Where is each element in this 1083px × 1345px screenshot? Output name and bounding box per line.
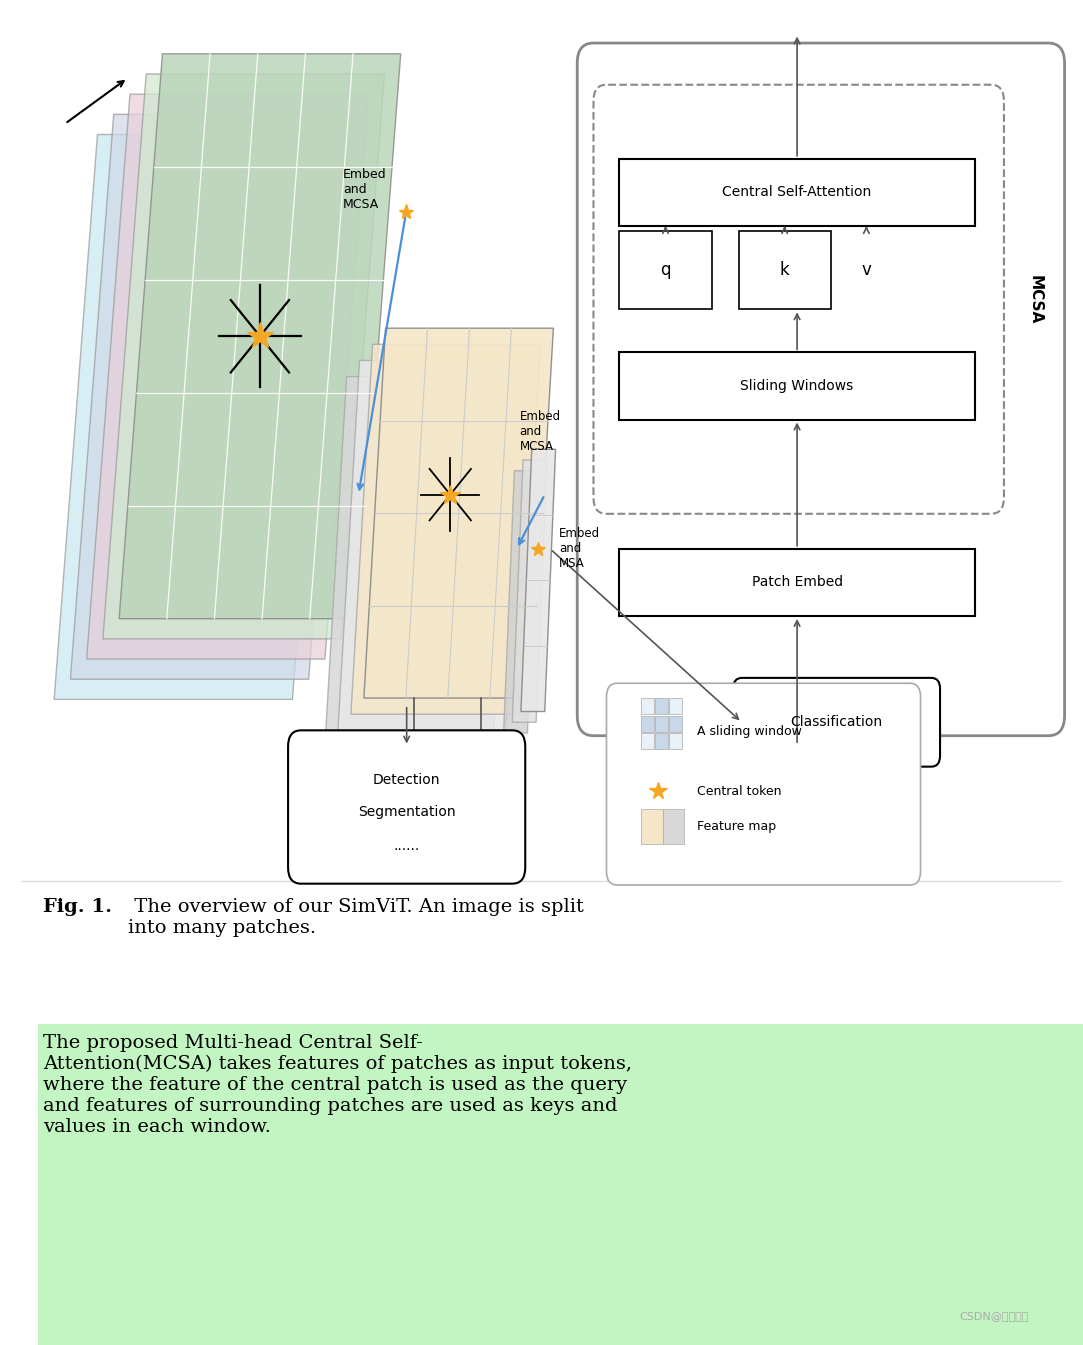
Bar <box>655 716 668 732</box>
Text: The overview of our SimViT. An image is split
into many patches.: The overview of our SimViT. An image is … <box>128 898 584 937</box>
Polygon shape <box>512 460 547 722</box>
Bar <box>38 1225 1083 1293</box>
Text: Embed
and
MSA: Embed and MSA <box>559 527 600 570</box>
Text: Patch Embed: Patch Embed <box>752 576 843 589</box>
Bar <box>641 733 654 749</box>
Bar <box>38 1158 1083 1225</box>
Text: A sliding window: A sliding window <box>697 725 803 738</box>
FancyBboxPatch shape <box>288 730 525 884</box>
Polygon shape <box>325 377 514 746</box>
Text: Sliding Windows: Sliding Windows <box>741 379 853 393</box>
Bar <box>641 808 663 843</box>
Text: k: k <box>780 261 790 280</box>
Text: Fig. 1.: Fig. 1. <box>43 898 113 916</box>
Bar <box>641 698 654 714</box>
Text: The proposed Multi-head Central Self-
Attention(MCSA) takes features of patches : The proposed Multi-head Central Self- At… <box>43 1034 632 1135</box>
Text: Detection: Detection <box>373 773 441 787</box>
Bar <box>38 1091 1083 1158</box>
Bar <box>619 549 975 616</box>
Bar <box>669 698 682 714</box>
Bar <box>38 1293 1083 1345</box>
FancyBboxPatch shape <box>577 43 1065 736</box>
Polygon shape <box>504 471 538 733</box>
Text: Segmentation: Segmentation <box>357 804 456 819</box>
Bar <box>669 716 682 732</box>
Polygon shape <box>119 54 401 619</box>
Polygon shape <box>364 328 553 698</box>
Bar <box>619 352 975 420</box>
Text: Classification: Classification <box>791 716 883 729</box>
Text: Central Self-Attention: Central Self-Attention <box>722 186 872 199</box>
Bar <box>655 698 668 714</box>
Bar <box>38 1024 1083 1091</box>
FancyBboxPatch shape <box>733 678 940 767</box>
Text: q: q <box>661 261 670 280</box>
Polygon shape <box>103 74 384 639</box>
Polygon shape <box>351 344 540 714</box>
Polygon shape <box>521 449 556 712</box>
Polygon shape <box>54 134 336 699</box>
Text: Embed
and
MCSA: Embed and MCSA <box>520 410 561 453</box>
Bar <box>669 733 682 749</box>
Bar <box>641 716 654 732</box>
Polygon shape <box>338 360 527 730</box>
Text: CSDN@有为少年: CSDN@有为少年 <box>960 1311 1029 1321</box>
Bar <box>663 808 684 843</box>
Polygon shape <box>70 114 352 679</box>
Text: Central token: Central token <box>697 784 782 798</box>
FancyBboxPatch shape <box>593 85 1004 514</box>
Text: ......: ...... <box>393 839 420 853</box>
Bar <box>619 159 975 226</box>
Text: v: v <box>861 261 872 280</box>
Text: MCSA: MCSA <box>1028 274 1043 324</box>
Bar <box>739 231 831 309</box>
Text: Feature map: Feature map <box>697 819 777 833</box>
Text: Embed
and
MCSA: Embed and MCSA <box>343 168 387 211</box>
Bar <box>619 231 712 309</box>
Bar <box>655 733 668 749</box>
FancyBboxPatch shape <box>606 683 921 885</box>
Polygon shape <box>87 94 368 659</box>
